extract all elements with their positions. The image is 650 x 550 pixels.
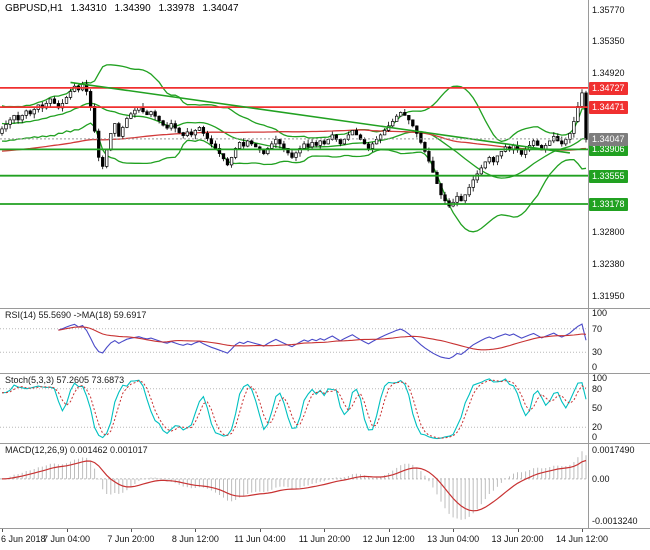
rsi-axis: 100 70 30 0 — [588, 308, 650, 373]
time-label: 7 Jun 20:00 — [107, 534, 155, 544]
symbol-timeframe-label: GBPUSD,H1 — [5, 3, 63, 14]
macd-axis-label: 0.0017490 — [592, 445, 635, 455]
time-tick — [259, 529, 261, 532]
time-label: 12 Jun 12:00 — [362, 534, 415, 544]
open-value: 1.34310 — [70, 3, 107, 14]
time-tick — [388, 529, 390, 532]
time-tick — [2, 529, 3, 532]
time-label: 7 Jun 04:00 — [42, 534, 90, 544]
time-label: 14 Jun 12:00 — [555, 534, 608, 544]
rsi-indicator-label: RSI(14) 55.5690 ->MA(18) 59.6917 — [5, 310, 147, 320]
rsi-axis-label: 30 — [592, 347, 603, 358]
time-tick — [582, 529, 583, 532]
price-axis[interactable]: 1.35770 1.35350 1.34920 1.32800 1.32380 1.319… — [588, 0, 650, 308]
low-value: 1.33978 — [158, 3, 195, 14]
time-tick — [130, 529, 132, 532]
current-price-badge: 1.34047 — [589, 132, 628, 146]
panel-separator — [0, 308, 650, 309]
time-tick — [517, 529, 519, 532]
stochastic-axis: 100 80 50 20 0 — [588, 373, 650, 443]
stochastic-axis-label: 50 — [592, 403, 603, 413]
time-tick — [324, 529, 326, 532]
price-tick-label: 1.34920 — [592, 68, 625, 79]
rsi-axis-label: 0 — [592, 362, 598, 372]
time-label: 13 Jun 04:00 — [427, 534, 480, 544]
macd-axis-label: 0.00 — [592, 473, 610, 484]
stochastic-axis-label: 20 — [592, 422, 603, 433]
support-price-badge: 1.33555 — [589, 169, 628, 183]
stochastic-axis-label: 0 — [592, 432, 598, 442]
time-label: 13 Jun 20:00 — [491, 534, 544, 544]
macd-axis-label: -0.0013240 — [592, 516, 638, 526]
rsi-indicator-panel: RSI(14) 55.5690 ->MA(18) 59.6917 100 70 30… — [0, 308, 650, 373]
resistance-price-badge: 1.34727 — [589, 81, 628, 95]
rsi-axis-label: 70 — [592, 323, 603, 334]
rsi-axis-label: 100 — [592, 308, 608, 318]
support-price-badge: 1.33906 — [589, 143, 628, 157]
price-chart-panel: GBPUSD,H1 1.34310 1.34390 1.33978 1.3404… — [0, 0, 650, 308]
stochastic-indicator-panel: Stoch(5,3,3) 57.2605 73.6873 100 80 50 20 0 — [0, 373, 650, 443]
close-value: 1.34047 — [202, 3, 239, 14]
time-axis[interactable]: 6 Jun 2018 7 Jun 04:00 7 Jun 20:00 8 Jun 12… — [0, 528, 650, 550]
panel-separator — [0, 373, 650, 374]
time-tick — [66, 529, 68, 532]
stochastic-axis-label: 100 — [592, 373, 608, 383]
support-price-badge: 1.33178 — [589, 197, 628, 211]
price-tick-label: 1.32380 — [592, 258, 625, 269]
panel-separator — [0, 443, 650, 444]
price-tick-label: 1.35350 — [592, 36, 625, 47]
time-tick — [195, 529, 197, 532]
macd-canvas[interactable] — [0, 443, 588, 528]
time-label: 8 Jun 12:00 — [171, 534, 219, 544]
macd-axis: 0.0017490 0.00 -0.0013240 — [588, 443, 650, 528]
chart-title: GBPUSD,H1 1.34310 1.34390 1.33978 1.3404… — [5, 3, 244, 14]
resistance-price-badge: 1.34471 — [589, 101, 628, 115]
rsi-canvas[interactable] — [0, 308, 588, 373]
stochastic-canvas[interactable] — [0, 373, 588, 443]
time-label: 11 Jun 20:00 — [298, 534, 351, 544]
stochastic-indicator-label: Stoch(5,3,3) 57.2605 73.6873 — [5, 375, 125, 385]
time-label: 11 Jun 04:00 — [234, 534, 286, 544]
macd-indicator-panel: MACD(12,26,9) 0.001462 0.001017 0.001749… — [0, 443, 650, 528]
price-tick-label: 1.31950 — [592, 291, 625, 301]
axis-separator — [588, 0, 589, 528]
time-tick — [453, 529, 455, 532]
time-label: 6 Jun 2018 — [1, 534, 46, 544]
stochastic-axis-label: 80 — [592, 383, 603, 394]
high-value: 1.34390 — [114, 3, 151, 14]
macd-indicator-label: MACD(12,26,9) 0.001462 0.001017 — [5, 445, 148, 455]
panel-separator — [0, 528, 650, 529]
price-tick-label: 1.32800 — [592, 227, 625, 238]
price-tick-label: 1.35770 — [592, 4, 625, 15]
price-chart-canvas[interactable] — [0, 0, 588, 308]
